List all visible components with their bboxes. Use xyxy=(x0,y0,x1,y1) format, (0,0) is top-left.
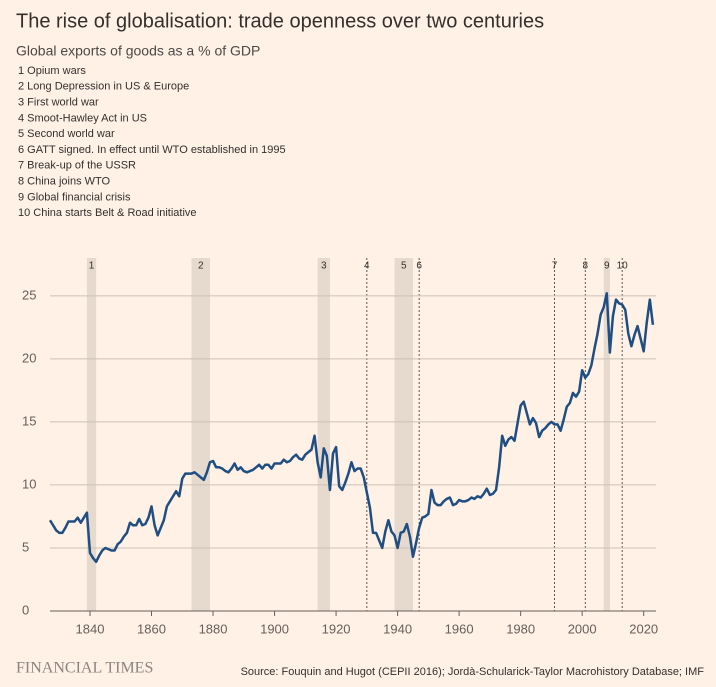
y-tick-label: 0 xyxy=(22,602,29,617)
event-label: 9 xyxy=(604,261,610,272)
event-label: 2 xyxy=(198,261,204,272)
y-tick-label: 15 xyxy=(22,413,36,428)
y-tick-label: 20 xyxy=(22,350,36,365)
chart-subtitle: Global exports of goods as a % of GDP xyxy=(16,43,260,59)
note: 8 China joins WTO xyxy=(18,176,111,188)
event-label: 7 xyxy=(552,261,558,272)
event-label: 1 xyxy=(89,261,95,272)
x-tick-label: 2020 xyxy=(629,621,658,636)
x-tick-label: 1880 xyxy=(199,621,228,636)
x-tick-label: 1980 xyxy=(506,621,535,636)
note: 4 Smoot-Hawley Act in US xyxy=(18,112,147,124)
note: 6 GATT signed. In effect until WTO estab… xyxy=(18,144,286,156)
note: 1 Opium wars xyxy=(18,65,86,77)
x-tick-label: 1920 xyxy=(322,621,351,636)
event-label: 6 xyxy=(416,261,422,272)
event-label: 3 xyxy=(321,261,327,272)
note: 5 Second world war xyxy=(18,128,115,140)
note: 10 China starts Belt & Road initiative xyxy=(18,207,197,219)
x-tick-label: 1860 xyxy=(137,621,166,636)
x-tick-label: 1960 xyxy=(445,621,474,636)
brand: FINANCIAL TIMES xyxy=(16,660,153,677)
event-band xyxy=(191,258,210,611)
y-tick-label: 25 xyxy=(22,287,36,302)
note: 2 Long Depression in US & Europe xyxy=(18,81,189,93)
event-label: 5 xyxy=(401,261,407,272)
note: 3 First world war xyxy=(18,97,99,109)
event-label: 8 xyxy=(582,261,588,272)
event-band xyxy=(394,258,413,611)
event-band xyxy=(603,258,610,611)
event-band xyxy=(86,258,97,611)
event-label: 10 xyxy=(617,261,629,272)
chart-title: The rise of globalisation: trade opennes… xyxy=(16,10,544,32)
event-label: 4 xyxy=(364,261,370,272)
y-tick-label: 5 xyxy=(22,539,29,554)
x-tick-label: 1900 xyxy=(260,621,289,636)
x-tick-label: 1940 xyxy=(383,621,412,636)
event-band xyxy=(317,258,330,611)
note: 9 Global financial crisis xyxy=(18,191,131,203)
x-tick-label: 2000 xyxy=(568,621,597,636)
source: Source: Fouquin and Hugot (CEPII 2016); … xyxy=(241,666,705,678)
x-tick-label: 1840 xyxy=(76,621,105,636)
y-tick-label: 10 xyxy=(22,476,36,491)
series-line xyxy=(48,292,655,564)
note: 7 Break-up of the USSR xyxy=(18,160,136,172)
